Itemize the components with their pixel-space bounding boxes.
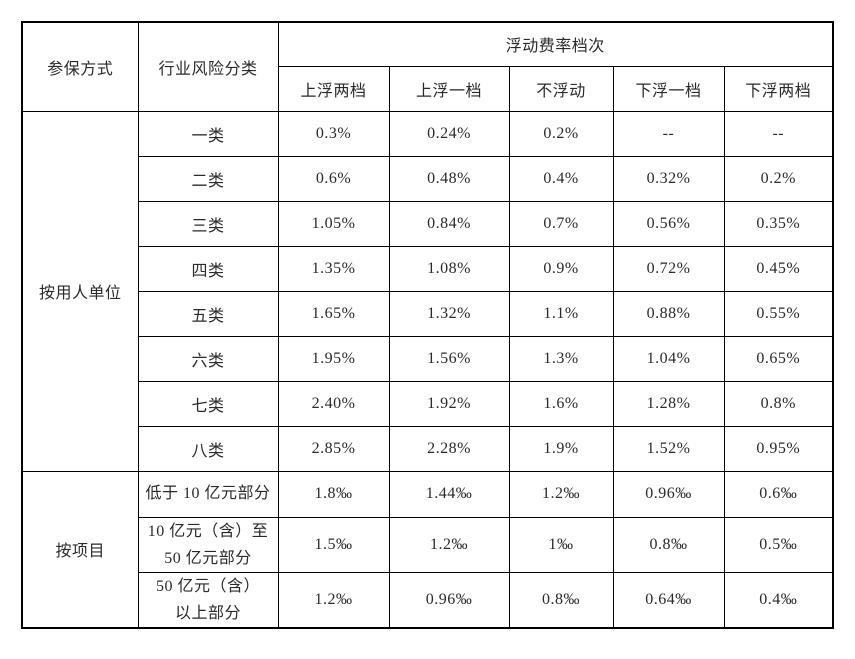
rate-cell: 1.6% xyxy=(508,380,614,427)
rate-cell: 0.84% xyxy=(388,200,510,247)
rate-cell: 0.6‰ xyxy=(723,470,834,518)
rate-cell: 1.28% xyxy=(612,380,725,427)
rate-cell: 0.88% xyxy=(612,290,725,337)
rate-cell: -- xyxy=(723,110,834,157)
rate-cell: 0.9% xyxy=(508,245,614,292)
rate-cell: 0.4‰ xyxy=(723,571,834,629)
rate-cell: 0.2% xyxy=(508,110,614,157)
table-row: 三类 1.05% 0.84% 0.7% 0.56% 0.35% xyxy=(22,200,834,247)
rate-cell: 0.8% xyxy=(723,380,834,427)
rate-cell: 0.64‰ xyxy=(612,571,725,629)
rate-cell: 0.2% xyxy=(723,155,834,202)
tier-header-cell: 下浮一档 xyxy=(612,65,725,112)
tier-group-header-cell: 浮动费率档次 xyxy=(277,21,834,67)
method-header-cell: 参保方式 xyxy=(21,21,139,112)
rate-cell: 0.35% xyxy=(723,200,834,247)
rate-cell: 2.85% xyxy=(277,425,390,472)
rate-cell: 1.3% xyxy=(508,335,614,382)
rate-cell: 2.28% xyxy=(388,425,510,472)
table-row: 按用人单位 一类 0.3% 0.24% 0.2% -- -- xyxy=(21,110,834,472)
rate-cell: 1.08% xyxy=(388,245,510,292)
rate-cell: 0.5‰ xyxy=(723,516,834,573)
section-label-cell: 按用人单位 xyxy=(21,110,139,472)
table-row: 按项目 低于 10 亿元部分 1.8‰ 1.44‰ 1.2‰ 0.96‰ 0.6… xyxy=(21,470,834,629)
category-cell: 四类 xyxy=(137,245,279,292)
rate-cell: 1.52% xyxy=(612,425,725,472)
table-row: 五类 1.65% 1.32% 1.1% 0.88% 0.55% xyxy=(22,290,834,337)
category-cell: 10 亿元（含）至 50 亿元部分 xyxy=(137,516,279,573)
rate-cell: 0.48% xyxy=(388,155,510,202)
rate-cell: 1.9% xyxy=(508,425,614,472)
rate-cell: 0.8‰ xyxy=(612,516,725,573)
rate-cell: 0.3% xyxy=(277,110,390,157)
rate-cell: 0.4% xyxy=(508,155,614,202)
category-cell: 七类 xyxy=(137,380,279,427)
rate-cell: 1.05% xyxy=(277,200,390,247)
rate-cell: 0.24% xyxy=(388,110,510,157)
table-row: 10 亿元（含）至 50 亿元部分 1.5‰ 1.2‰ 1‰ 0.8‰ 0.5‰ xyxy=(22,516,834,573)
table-row: 七类 2.40% 1.92% 1.6% 1.28% 0.8% xyxy=(22,380,834,427)
table-row: 四类 1.35% 1.08% 0.9% 0.72% 0.45% xyxy=(22,245,834,292)
rate-cell: -- xyxy=(612,110,725,157)
rate-cell: 0.65% xyxy=(723,335,834,382)
rate-cell: 0.55% xyxy=(723,290,834,337)
rate-cell: 1.5‰ xyxy=(277,516,390,573)
category-cell: 50 亿元（含） 以上部分 xyxy=(137,571,279,629)
table-row: 六类 1.95% 1.56% 1.3% 1.04% 0.65% xyxy=(22,335,834,382)
rate-table: 参保方式 行业风险分类 浮动费率档次 上浮两档 上浮一档 不浮动 下浮一档 下浮… xyxy=(21,21,835,630)
category-cell: 二类 xyxy=(137,155,279,202)
rate-cell: 1.2‰ xyxy=(508,470,614,518)
rate-cell: 1.92% xyxy=(388,380,510,427)
risk-header-cell: 行业风险分类 xyxy=(137,21,279,112)
table-row: 二类 0.6% 0.48% 0.4% 0.32% 0.2% xyxy=(22,155,834,202)
rate-cell: 1.1% xyxy=(508,290,614,337)
rate-cell: 1.95% xyxy=(277,335,390,382)
rate-cell: 0.7% xyxy=(508,200,614,247)
rate-cell: 0.95% xyxy=(723,425,834,472)
rate-cell: 1‰ xyxy=(508,516,614,573)
rate-cell: 1.2‰ xyxy=(277,571,390,629)
rate-cell: 1.8‰ xyxy=(277,470,390,518)
category-cell: 五类 xyxy=(137,290,279,337)
rate-cell: 0.56% xyxy=(612,200,725,247)
tier-header-cell: 上浮一档 xyxy=(388,65,510,112)
tier-header-cell: 上浮两档 xyxy=(277,65,390,112)
rate-cell: 0.32% xyxy=(612,155,725,202)
rate-cell: 1.04% xyxy=(612,335,725,382)
rate-cell: 1.65% xyxy=(277,290,390,337)
category-cell: 一类 xyxy=(137,110,279,157)
tier-header-cell: 下浮两档 xyxy=(723,65,834,112)
rate-cell: 1.2‰ xyxy=(388,516,510,573)
category-cell: 低于 10 亿元部分 xyxy=(137,470,279,518)
category-cell: 三类 xyxy=(137,200,279,247)
rate-cell: 2.40% xyxy=(277,380,390,427)
rate-cell: 0.6% xyxy=(277,155,390,202)
rate-cell: 0.8‰ xyxy=(508,571,614,629)
rate-cell: 0.72% xyxy=(612,245,725,292)
rate-cell: 1.35% xyxy=(277,245,390,292)
table-row: 八类 2.85% 2.28% 1.9% 1.52% 0.95% xyxy=(22,425,834,472)
rate-cell: 0.96‰ xyxy=(388,571,510,629)
rate-cell: 1.44‰ xyxy=(388,470,510,518)
table-row: 50 亿元（含） 以上部分 1.2‰ 0.96‰ 0.8‰ 0.64‰ 0.4‰ xyxy=(22,571,834,629)
rate-cell: 1.32% xyxy=(388,290,510,337)
rate-cell: 0.45% xyxy=(723,245,834,292)
rate-cell: 1.56% xyxy=(388,335,510,382)
rate-cell: 0.96‰ xyxy=(612,470,725,518)
tier-header-cell: 不浮动 xyxy=(508,65,614,112)
category-cell: 六类 xyxy=(137,335,279,382)
category-cell: 八类 xyxy=(137,425,279,472)
section-label-cell: 按项目 xyxy=(21,470,139,629)
